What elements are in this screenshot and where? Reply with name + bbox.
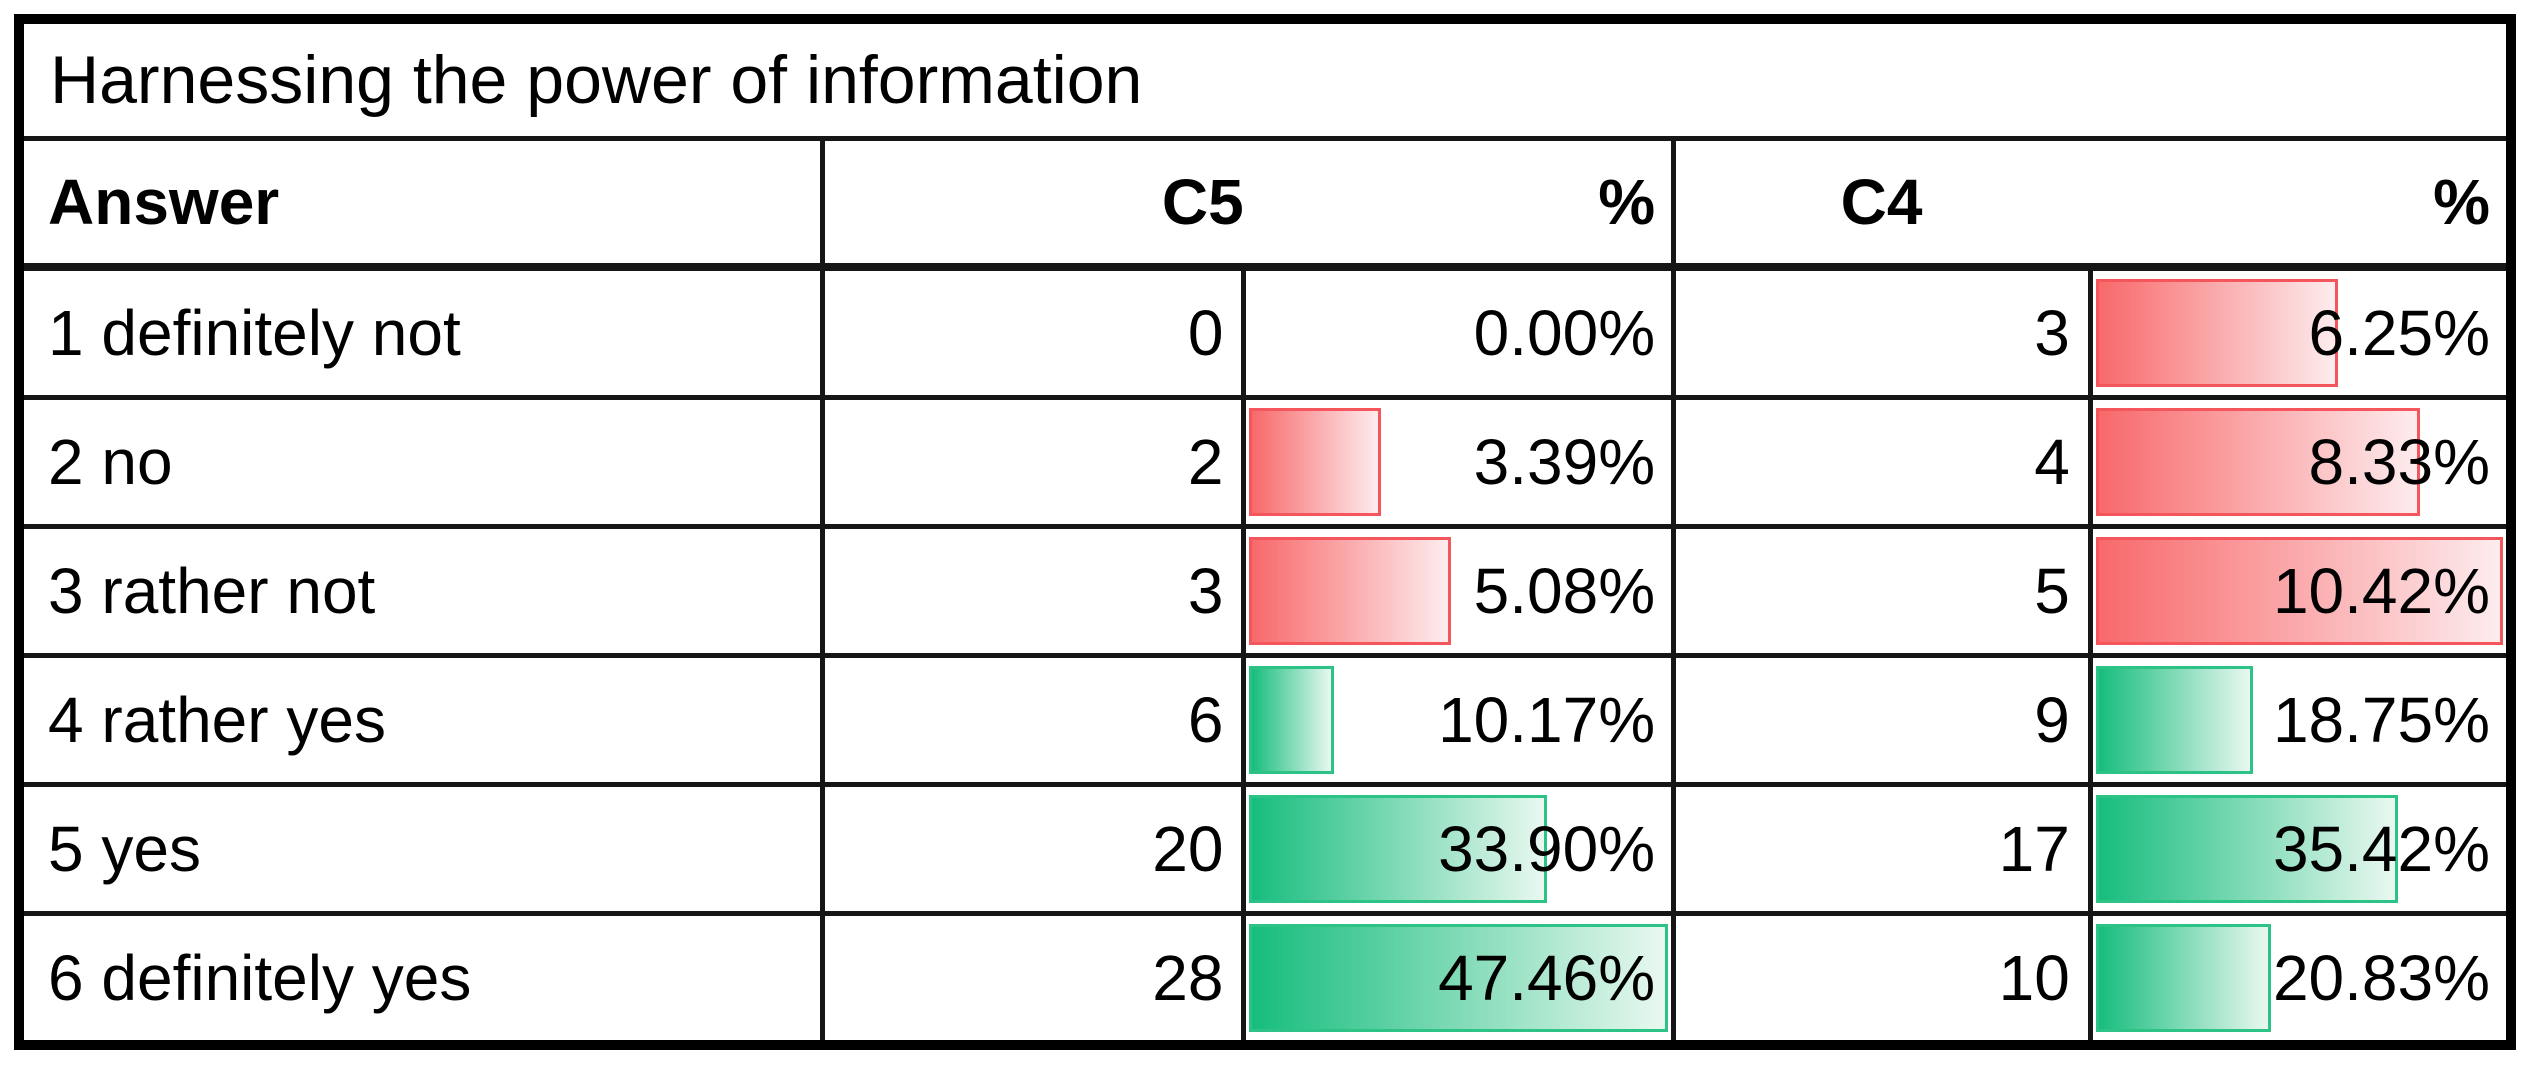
title-row: Harnessing the power of information [16,16,2514,141]
c5-count-cell: 0 [819,264,1247,400]
table-row: 2 no 2 3.39% 4 8.33% [16,395,2514,529]
c4-percent-cell: 18.75% [2087,653,2514,787]
c5-count-cell: 6 [819,653,1247,787]
table-row: 6 definitely yes 28 47.46% 10 20.83% [16,911,2514,1048]
c4-count-cell: 17 [1671,782,2093,916]
c4-percent-value: 18.75% [2272,684,2490,756]
c4-percent-cell: 6.25% [2087,264,2514,400]
header-row: Answer C5 % C4 % [16,136,2514,271]
c5-data-bar [1249,408,1382,516]
c4-count-cell: 9 [1671,653,2093,787]
c5-header-cell: C5 % [819,136,1677,271]
c4-percent-value: 35.42% [2272,813,2490,885]
c5-percent-cell: 3.39% [1241,395,1677,529]
table-row: 4 rather yes 6 10.17% 9 18.75% [16,653,2514,787]
table-title: Harnessing the power of information [16,16,2514,141]
table-row: 5 yes 20 33.90% 17 35.42% [16,782,2514,916]
c5-count-cell: 3 [819,524,1247,658]
c4-percent-value: 10.42% [2272,555,2490,627]
table-row: 3 rather not 3 5.08% 5 10.42% [16,524,2514,658]
c5-percent-value: 47.46% [1438,942,1656,1014]
c4-header-cell: C4 % [1671,136,2514,271]
c5-percent-value: 3.39% [1473,426,1656,498]
c5-percent-value: 10.17% [1438,684,1656,756]
c4-percent-value: 20.83% [2272,942,2490,1014]
c5-count-cell: 20 [819,782,1247,916]
col-header-c4: C4 [1840,166,1923,238]
c4-data-bar [2095,924,2272,1032]
c5-data-bar [1249,924,1669,1032]
table-row: 1 definitely not 0 0.00% 3 6.25% [16,264,2514,400]
answer-cell: 4 rather yes [16,653,825,787]
c4-percent-value: 6.25% [2308,297,2490,369]
c4-count-cell: 10 [1671,911,2093,1048]
c4-count-cell: 5 [1671,524,2093,658]
c4-data-bar [2095,795,2399,903]
c4-data-bar [2095,537,2503,645]
c4-percent-cell: 35.42% [2087,782,2514,916]
c5-count-cell: 28 [819,911,1247,1048]
answer-cell: 3 rather not [16,524,825,658]
c4-count-cell: 3 [1671,264,2093,400]
c4-count-cell: 4 [1671,395,2093,529]
answer-cell: 1 definitely not [16,264,825,400]
c5-percent-cell: 10.17% [1241,653,1677,787]
c5-data-bar [1249,666,1335,774]
c5-percent-cell: 0.00% [1241,264,1677,400]
c5-percent-value: 33.90% [1438,813,1656,885]
c4-percent-value: 8.33% [2308,426,2490,498]
c5-percent-cell: 5.08% [1241,524,1677,658]
c5-percent-cell: 47.46% [1241,911,1677,1048]
col-header-c4-percent: % [2433,166,2490,238]
col-header-c5-percent: % [1598,166,1656,238]
survey-results-table: Harnessing the power of information Answ… [14,14,2516,1050]
c4-percent-cell: 8.33% [2087,395,2514,529]
c5-percent-cell: 33.90% [1241,782,1677,916]
answer-cell: 2 no [16,395,825,529]
col-header-answer: Answer [16,136,825,271]
c4-data-bar [2095,666,2253,774]
c4-percent-cell: 20.83% [2087,911,2514,1048]
c5-count-cell: 2 [819,395,1247,529]
c4-data-bar [2095,279,2338,387]
answer-cell: 6 definitely yes [16,911,825,1048]
c4-data-bar [2095,408,2420,516]
answer-cell: 5 yes [16,782,825,916]
c5-data-bar [1249,795,1547,903]
col-header-c5: C5 [1161,166,1244,238]
c4-percent-cell: 10.42% [2087,524,2514,658]
c5-percent-value: 0.00% [1473,297,1656,369]
c5-percent-value: 5.08% [1473,555,1656,627]
c5-data-bar [1249,537,1451,645]
